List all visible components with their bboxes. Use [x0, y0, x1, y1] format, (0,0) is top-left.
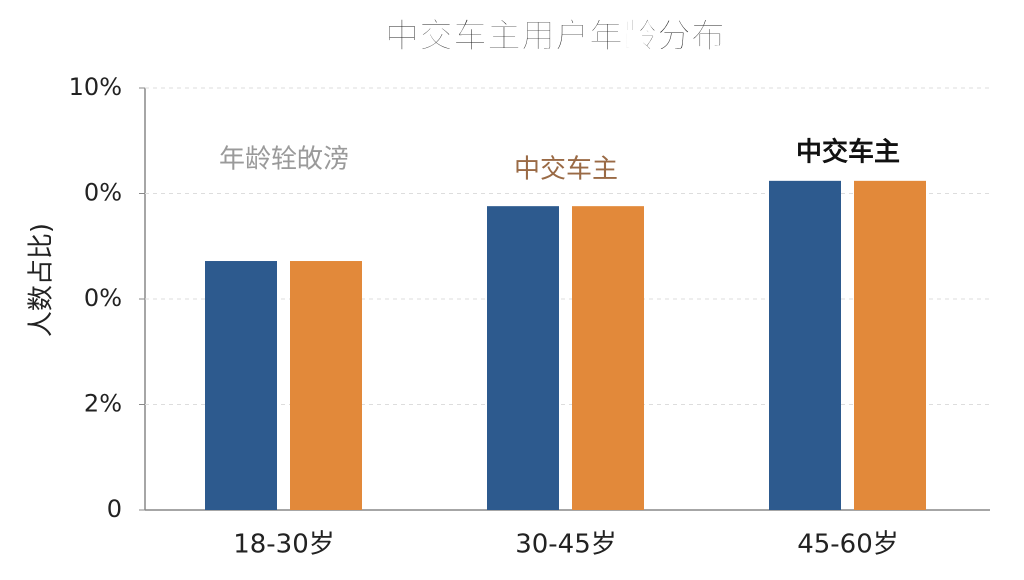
chart-title: 中交车主用户年龄分布 [385, 17, 725, 57]
y-tick-label: 0% [84, 284, 122, 312]
y-tick-label: 0% [84, 179, 122, 207]
bar [487, 206, 559, 510]
annotation: 年龄辁敀滂 [219, 145, 349, 175]
y-tick-label: 0 [107, 495, 122, 523]
annotation: 中交车主 [796, 137, 900, 168]
bar [854, 180, 926, 510]
x-tick-label: 18-30岁 [233, 530, 335, 560]
bar [290, 261, 362, 510]
y-tick-label: 2% [84, 390, 122, 418]
bar [205, 261, 277, 510]
bar [769, 180, 841, 510]
y-axis-label: 人数占比) [27, 223, 57, 337]
x-tick-label: 45-60岁 [797, 530, 899, 560]
annotation: 中交车主 [514, 155, 618, 185]
bar [572, 206, 644, 510]
y-tick-label: 10% [69, 73, 122, 101]
x-tick-label: 30-45岁 [515, 530, 617, 560]
